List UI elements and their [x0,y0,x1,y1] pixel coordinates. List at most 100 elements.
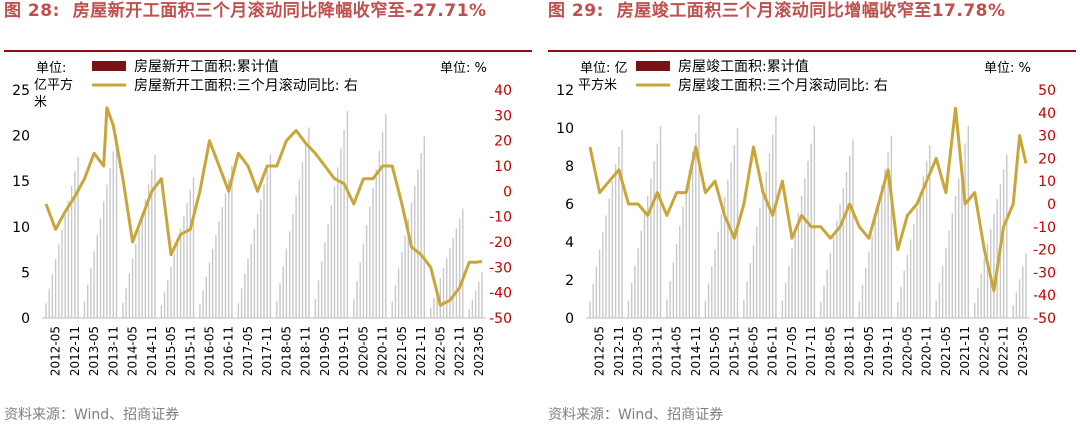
bar-mark [794,230,796,318]
left-axis-tick-label: 12 [556,83,574,99]
bar-mark [61,230,63,318]
bar-mark [958,178,960,318]
bar-mark [135,243,137,318]
x-axis-tick-label: 2019-11 [881,326,895,376]
bar-mark [295,196,297,318]
bar-mark [452,238,454,318]
bar-mark [698,114,700,318]
bar-mark [788,265,790,318]
bar-mark [430,308,432,318]
title-divider [548,50,1076,52]
legend-swatch-bar [92,61,126,71]
bar-mark [228,179,230,318]
legend-label-bar: 房屋竣工面积:累计值 [678,59,809,75]
bar-mark [964,143,966,318]
bar-mark [909,239,912,318]
bar-mark [173,254,175,318]
bar-mark [711,266,713,318]
bar-mark [202,290,204,318]
bar-mark [433,298,435,318]
right-axis-tick-label: 20 [1038,151,1056,167]
left-axis-tick-label: 4 [565,235,574,251]
bar-mark [993,214,995,318]
x-axis-tick-label: 2018-11 [299,326,313,376]
bar-mark [462,208,464,318]
bar-mark [340,148,342,318]
right-axis-tick-label: -40 [1033,288,1056,304]
bar-mark [704,300,707,318]
right-axis-tick-label: 40 [494,83,512,99]
bar-mark [439,278,441,318]
bar-mark [455,228,458,318]
bar-mark [935,300,937,318]
bar-mark [749,263,751,318]
bar-mark [967,126,969,318]
bar-mark [407,219,409,318]
x-axis-tick-label: 2015-05 [708,326,722,376]
bar-mark [163,292,166,318]
bar-mark [189,190,191,318]
bar-mark [256,214,259,318]
bar-mark [436,288,438,318]
x-axis-tick-label: 2012-11 [612,326,626,376]
bar-mark [298,179,300,318]
bar-mark [51,274,54,318]
bar-mark [468,308,470,318]
x-axis-tick-label: 2021-05 [395,326,409,376]
legend-swatch-bar [636,61,670,71]
bar-mark [266,169,268,318]
bar-mark [631,283,633,318]
bar-mark [903,270,905,318]
bar-mark [941,265,944,318]
bar-mark [643,213,646,318]
bar-mark [685,188,687,318]
chart-plot: 单位:亿平方米 单位: % 房屋新开工面积:累计值房屋新开工面积:三个月滚动同比: … [12,59,512,376]
bar-series [589,114,1027,318]
bar-mark [595,266,598,318]
bar-mark [791,248,793,318]
bar-mark [385,113,387,318]
bar-mark [346,111,349,318]
bar-mark [762,189,764,318]
bar-mark [93,251,95,318]
bar-mark [48,288,50,318]
bar-mark [813,126,816,318]
bar-mark [138,229,140,318]
x-axis-tick-label: 2018-11 [843,326,857,376]
bar-mark [90,268,92,318]
left-axis-tick-label: 6 [565,197,574,213]
bar-mark [900,286,902,318]
bar-mark [723,197,726,318]
bar-mark [397,268,400,318]
bar-mark [929,145,931,318]
right-axis-tick-label: -50 [489,311,512,327]
bar-mark [282,266,284,318]
x-axis-tick-label: 2016-11 [222,326,236,376]
bar-mark [977,288,979,318]
bar-mark [919,192,921,318]
bar-mark [829,253,832,318]
bar-mark [897,302,899,318]
bar-mark [176,241,179,318]
left-axis-tick-label: 0 [21,311,30,327]
bar-mark [775,116,777,318]
bar-mark [727,179,729,318]
bar-mark [772,134,774,318]
x-axis-tick-label: 2013-05 [631,326,645,376]
x-axis-tick-label: 2014-11 [689,326,703,376]
right-axis-unit: 单位: % [440,61,487,76]
x-axis-tick-label: 2014-05 [670,326,684,376]
bar-mark [589,300,591,318]
bar-mark [179,228,182,318]
bar-mark [154,154,156,318]
bar-mark [106,184,108,318]
x-axis-tick-label: 2020-05 [356,326,370,376]
bar-mark [240,288,243,318]
x-axis-tick-label: 2012-05 [593,326,607,376]
bar-mark [1002,169,1005,318]
right-axis-tick-label: 10 [1038,174,1056,190]
bar-mark [746,281,748,318]
bar-mark [784,283,787,318]
bar-mark [64,215,66,318]
